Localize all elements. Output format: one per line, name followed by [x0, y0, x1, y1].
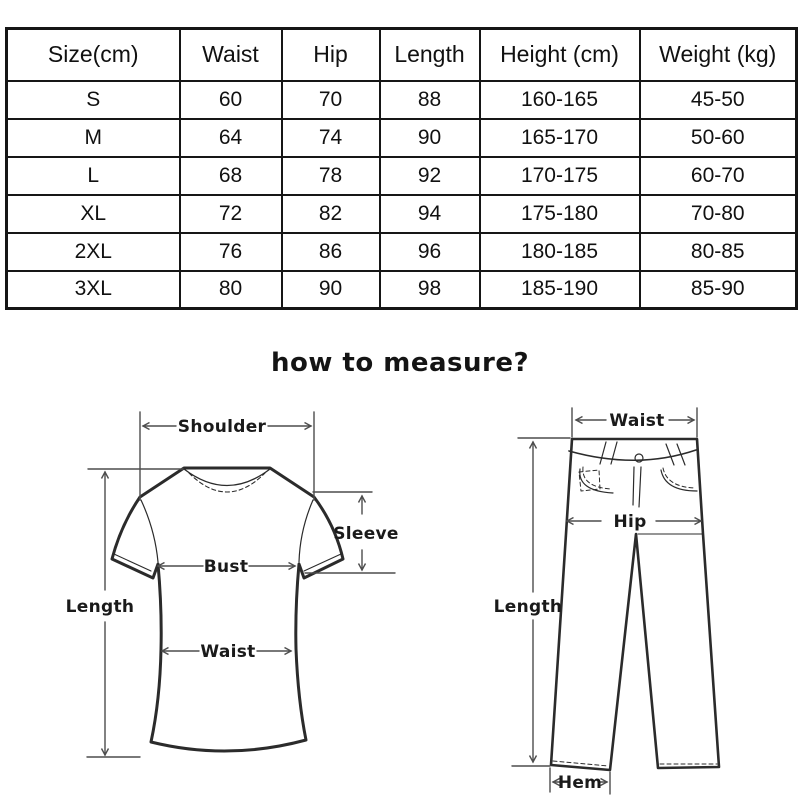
size-table-body: S 60 70 88 160-165 45-50 M 64 74 90 165-170 50-60 L 6… — [5, 79, 798, 310]
column-header: Weight (kg) — [638, 27, 798, 82]
value-cell: 74 — [280, 117, 381, 158]
column-header: Hip — [280, 27, 381, 82]
value-cell: 98 — [378, 269, 481, 310]
size-table: Size(cm) Waist Hip Length Height (cm) Weight … — [5, 27, 798, 310]
value-cell: 86 — [280, 231, 381, 272]
section-title: how to measure? — [270, 348, 530, 378]
value-cell: 78 — [280, 155, 381, 196]
tshirt-annotations — [86, 411, 396, 758]
table-row: M 64 74 90 165-170 50-60 — [5, 117, 798, 158]
value-cell: 90 — [378, 117, 481, 158]
size-cell: L — [5, 155, 181, 196]
value-cell: 80-85 — [638, 231, 798, 272]
column-header: Waist — [178, 27, 283, 82]
value-cell: 185-190 — [478, 269, 641, 310]
table-row: 2XL 76 86 96 180-185 80-85 — [5, 231, 798, 272]
value-cell: 64 — [178, 117, 283, 158]
value-cell: 90 — [280, 269, 381, 310]
value-cell: 82 — [280, 193, 381, 234]
value-cell: 45-50 — [638, 79, 798, 120]
value-cell: 68 — [178, 155, 283, 196]
pants-waist-label: Waist — [609, 411, 664, 431]
value-cell: 60 — [178, 79, 283, 120]
size-cell: XL — [5, 193, 181, 234]
pants-annotations — [511, 407, 703, 795]
column-header: Height (cm) — [478, 27, 641, 82]
shirt-bust-label: Bust — [204, 557, 249, 577]
value-cell: 175-180 — [478, 193, 641, 234]
value-cell: 76 — [178, 231, 283, 272]
value-cell: 70-80 — [638, 193, 798, 234]
value-cell: 165-170 — [478, 117, 641, 158]
value-cell: 160-165 — [478, 79, 641, 120]
size-cell: S — [5, 79, 181, 120]
table-row: XL 72 82 94 175-180 70-80 — [5, 193, 798, 234]
shirt-length-label: Length — [66, 597, 135, 617]
value-cell: 96 — [378, 231, 481, 272]
pants-hem-label: Hem — [558, 773, 602, 793]
pants-length-label: Length — [494, 597, 563, 617]
value-cell: 92 — [378, 155, 481, 196]
value-cell: 94 — [378, 193, 481, 234]
value-cell: 85-90 — [638, 269, 798, 310]
value-cell: 60-70 — [638, 155, 798, 196]
column-header: Length — [378, 27, 481, 82]
shirt-shoulder-label: Shoulder — [178, 417, 267, 437]
value-cell: 70 — [280, 79, 381, 120]
value-cell: 50-60 — [638, 117, 798, 158]
value-cell: 170-175 — [478, 155, 641, 196]
size-cell: 3XL — [5, 269, 181, 310]
pants-drawing — [549, 437, 721, 772]
size-cell: 2XL — [5, 231, 181, 272]
value-cell: 88 — [378, 79, 481, 120]
value-cell: 80 — [178, 269, 283, 310]
table-row: L 68 78 92 170-175 60-70 — [5, 155, 798, 196]
shirt-waist-label: Waist — [200, 642, 255, 662]
value-cell: 72 — [178, 193, 283, 234]
table-row: S 60 70 88 160-165 45-50 — [5, 79, 798, 120]
size-cell: M — [5, 117, 181, 158]
column-header: Size(cm) — [5, 27, 181, 82]
tshirt-drawing — [110, 466, 345, 753]
pants-hip-label: Hip — [613, 512, 646, 532]
value-cell: 180-185 — [478, 231, 641, 272]
shirt-sleeve-label: Sleeve — [333, 524, 399, 544]
table-row: 3XL 80 90 98 185-190 85-90 — [5, 269, 798, 310]
size-table-header-row: Size(cm) Waist Hip Length Height (cm) Weight … — [5, 27, 798, 82]
